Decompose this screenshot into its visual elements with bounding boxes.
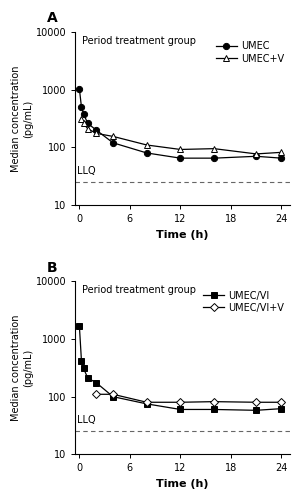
UMEC <box>212 155 216 161</box>
UMEC/VI+V <box>95 392 98 398</box>
Legend: UMEC, UMEC+V: UMEC, UMEC+V <box>212 38 288 68</box>
Legend: UMEC/VI, UMEC/VI+V: UMEC/VI, UMEC/VI+V <box>199 287 288 317</box>
UMEC+V <box>86 126 90 132</box>
UMEC/VI <box>82 366 85 372</box>
UMEC/VI <box>145 401 148 407</box>
UMEC <box>280 155 283 161</box>
UMEC <box>254 154 258 160</box>
UMEC/VI <box>95 380 98 386</box>
Text: Period treatment group: Period treatment group <box>82 285 196 295</box>
UMEC <box>95 127 98 133</box>
UMEC+V <box>280 150 283 156</box>
UMEC/VI <box>280 406 283 411</box>
UMEC/VI+V <box>254 400 258 406</box>
UMEC/VI <box>86 375 90 381</box>
UMEC <box>145 150 148 156</box>
UMEC/VI <box>80 358 83 364</box>
UMEC/VI+V <box>145 400 148 406</box>
Text: LLQ: LLQ <box>77 166 96 175</box>
UMEC+V <box>80 116 83 122</box>
Text: B: B <box>47 260 58 274</box>
X-axis label: Time (h): Time (h) <box>156 230 209 239</box>
UMEC/VI <box>111 394 115 400</box>
Line: UMEC+V: UMEC+V <box>78 116 285 158</box>
UMEC/VI <box>178 406 182 412</box>
UMEC <box>86 120 90 126</box>
UMEC/VI+V <box>212 398 216 404</box>
X-axis label: Time (h): Time (h) <box>156 479 209 489</box>
UMEC/VI+V <box>280 400 283 406</box>
Line: UMEC/VI+V: UMEC/VI+V <box>93 391 284 406</box>
UMEC <box>78 86 81 91</box>
UMEC/VI+V <box>178 400 182 406</box>
UMEC+V <box>111 134 115 140</box>
UMEC/VI <box>254 408 258 414</box>
Text: LLQ: LLQ <box>77 415 96 425</box>
UMEC+V <box>95 130 98 136</box>
Line: UMEC/VI: UMEC/VI <box>76 322 284 414</box>
Y-axis label: Median concentration
(pg/mL): Median concentration (pg/mL) <box>11 314 33 421</box>
UMEC <box>80 104 83 110</box>
UMEC <box>111 140 115 146</box>
UMEC+V <box>145 142 148 148</box>
Text: A: A <box>47 11 58 25</box>
UMEC+V <box>82 120 85 126</box>
UMEC/VI <box>212 406 216 412</box>
UMEC+V <box>212 146 216 152</box>
UMEC+V <box>178 146 182 152</box>
Line: UMEC: UMEC <box>76 86 284 162</box>
Y-axis label: Median concentration
(pg/mL): Median concentration (pg/mL) <box>11 66 33 172</box>
Text: Period treatment group: Period treatment group <box>82 36 196 46</box>
UMEC+V <box>254 151 258 157</box>
UMEC <box>82 111 85 117</box>
UMEC/VI <box>78 323 81 329</box>
UMEC/VI+V <box>111 392 115 398</box>
UMEC <box>178 155 182 161</box>
